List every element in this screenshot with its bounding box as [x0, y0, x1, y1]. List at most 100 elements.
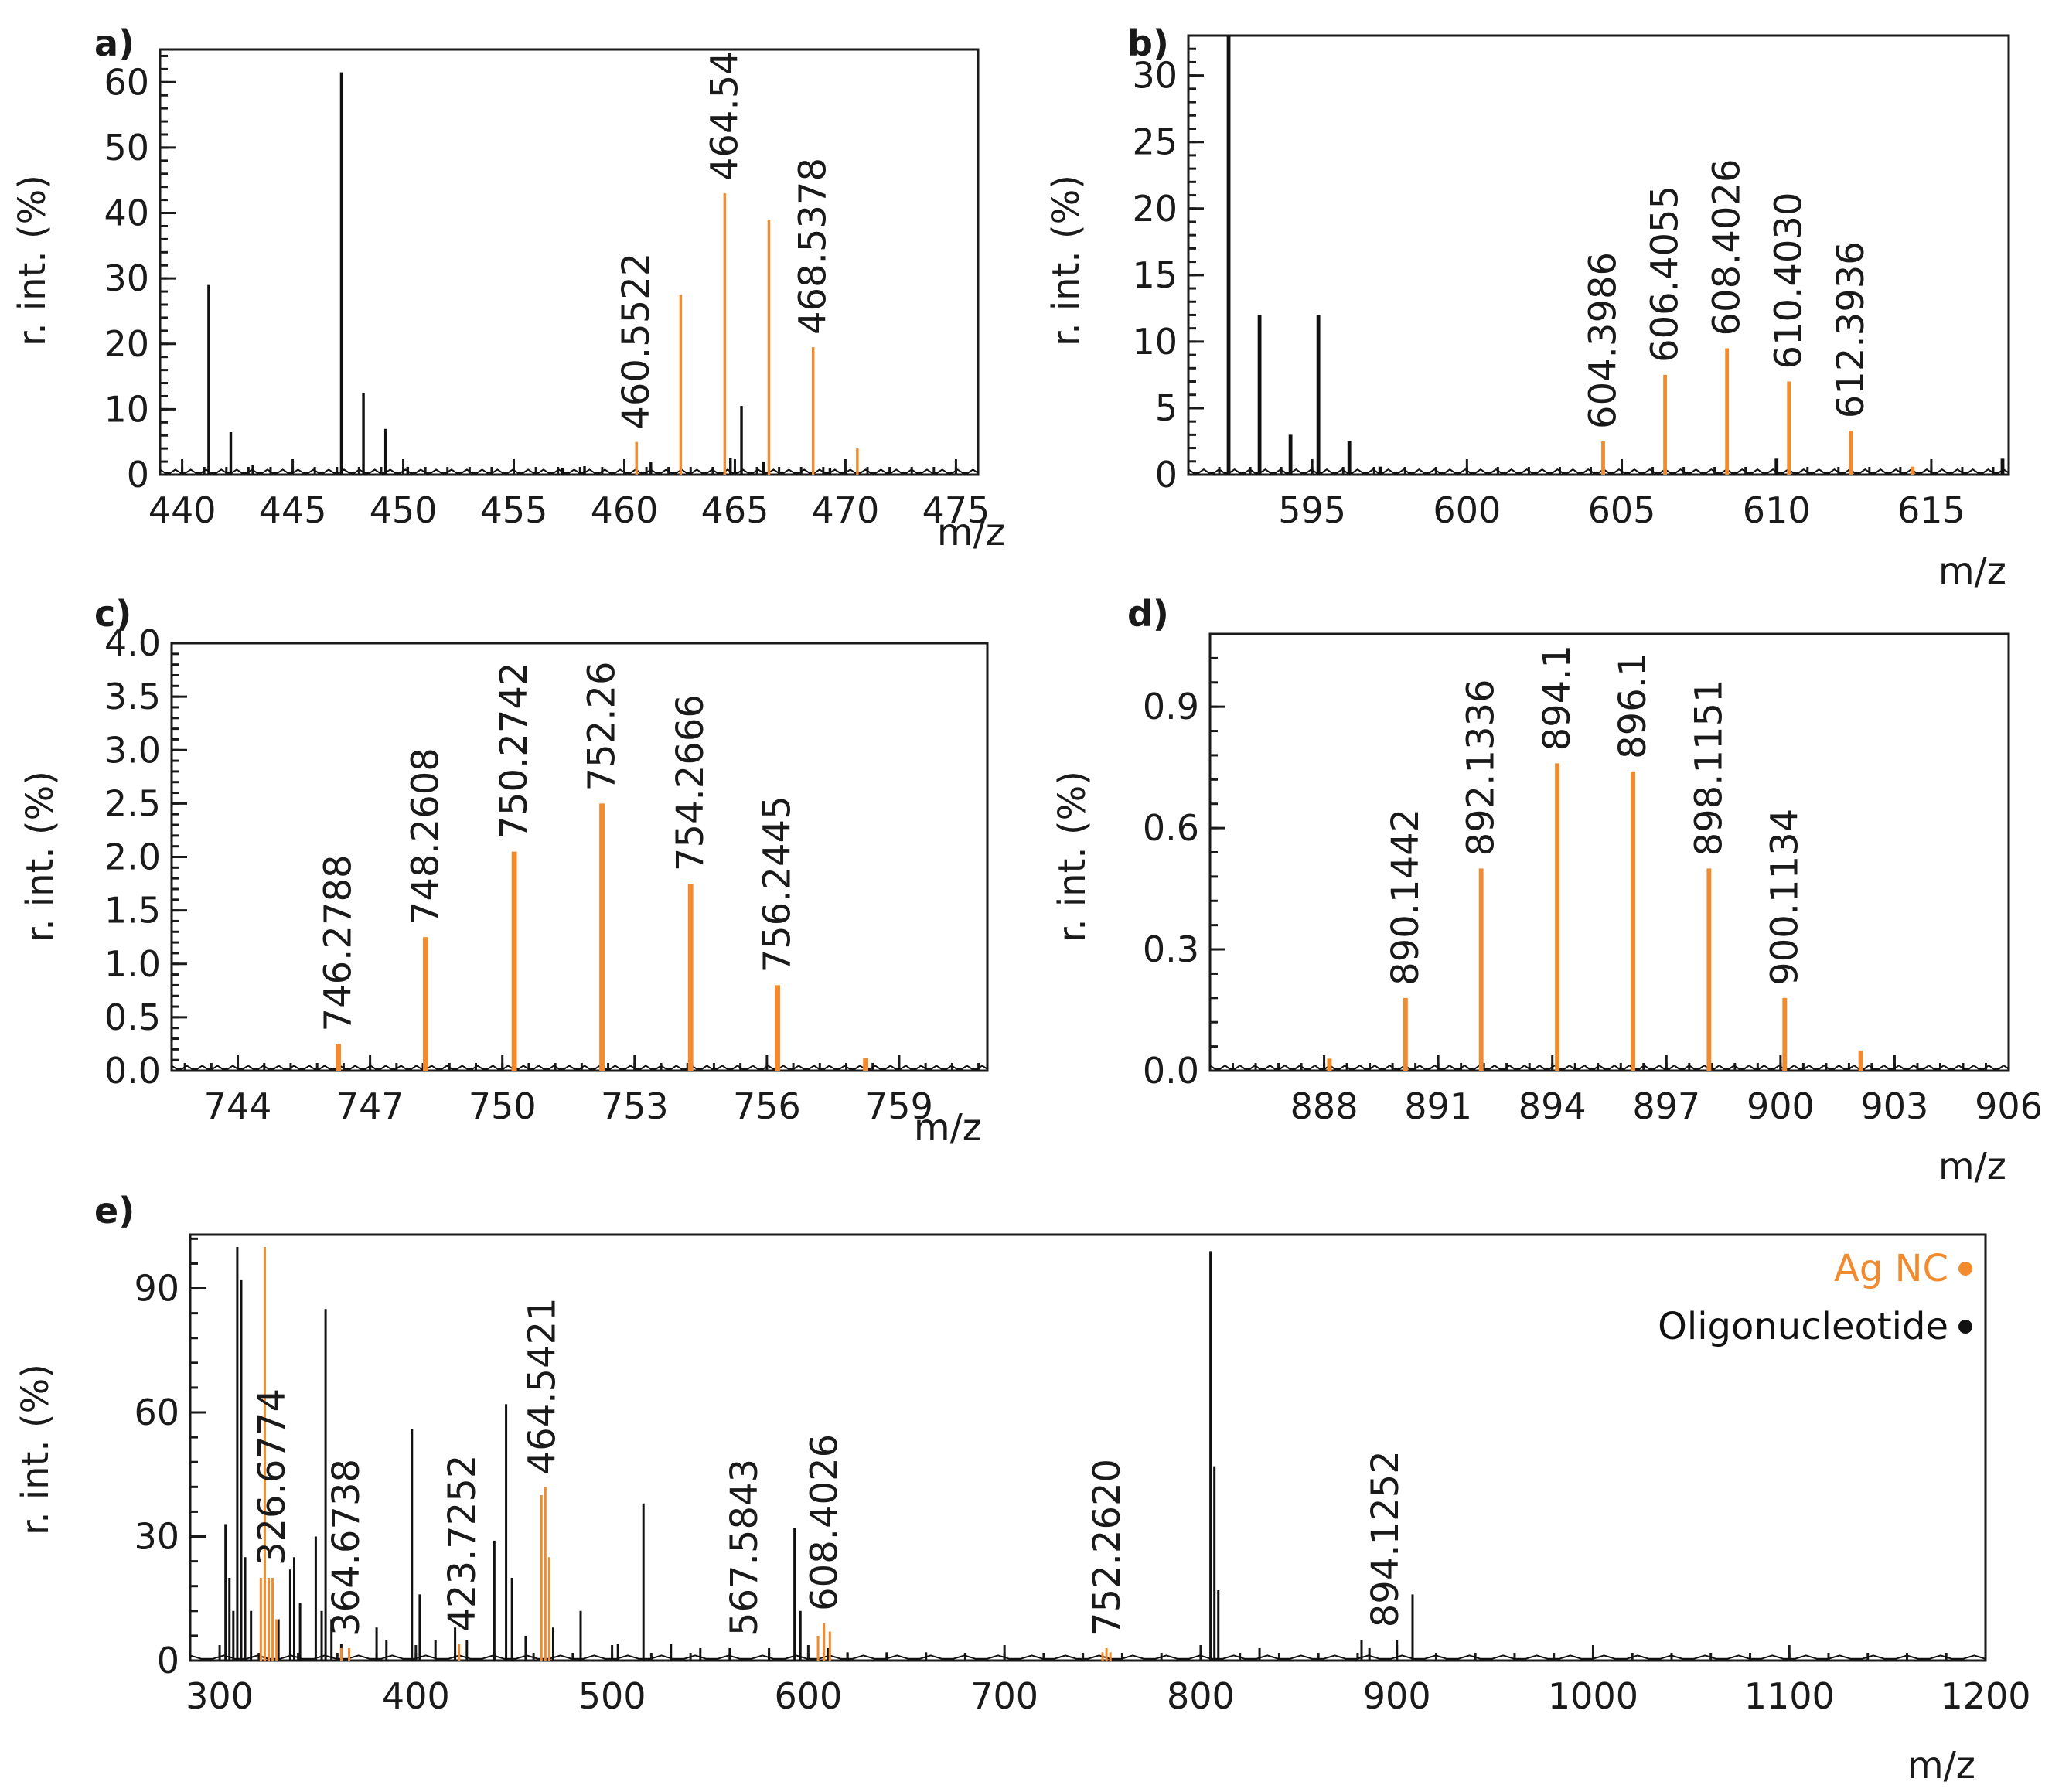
- y-tick-label: 0: [157, 1640, 179, 1681]
- y-tick-label: 1.5: [104, 890, 161, 932]
- x-tick-label: 610: [1743, 489, 1811, 531]
- x-tick-label: 450: [370, 489, 438, 531]
- y-axis-label: r. int. (%): [11, 175, 54, 346]
- x-tick-label: 800: [1167, 1675, 1235, 1717]
- panel-label: c): [94, 593, 131, 635]
- x-tick-label: 600: [774, 1675, 842, 1717]
- x-tick-label: 897: [1632, 1085, 1700, 1127]
- peak-label: 464.54: [703, 51, 746, 181]
- y-axis-label: r. int. (%): [19, 771, 62, 942]
- peak-label: 610.4030: [1767, 192, 1811, 369]
- y-axis-label: r. int. (%): [14, 1364, 57, 1535]
- y-tick-label: 15: [1132, 254, 1178, 296]
- plot-frame: [1187, 34, 2010, 476]
- peak-label: 464.5421: [521, 1297, 564, 1474]
- panel-b: b) r. int. (%) m/z 595 600 605 610 615 0 5 10 15 20 2…: [1045, 22, 2010, 593]
- x-tick-label: 900: [1363, 1675, 1431, 1717]
- x-tick-label: 615: [1897, 489, 1965, 531]
- peak-label: 890.1442: [1384, 809, 1427, 986]
- x-axis-label: m/z: [1907, 1744, 1975, 1787]
- x-axis-label: m/z: [937, 511, 1005, 554]
- panel-label: e): [94, 1190, 135, 1232]
- plot-frame: [1208, 632, 2010, 1072]
- x-tick-label: 894: [1519, 1085, 1587, 1127]
- peak-label: 604.3986: [1582, 252, 1625, 429]
- plot-frame: [170, 642, 989, 1072]
- peak-label: 894.1252: [1364, 1450, 1407, 1627]
- legend-marker: [1958, 1320, 1972, 1334]
- y-tick-label: 30: [104, 257, 149, 299]
- y-axis-label: r. int. (%): [1045, 175, 1088, 346]
- plot-frame: [189, 1233, 1987, 1662]
- y-tick-label: 3.0: [104, 729, 161, 771]
- x-axis-label: m/z: [914, 1106, 982, 1150]
- x-tick-label: 595: [1278, 489, 1346, 531]
- peak-label: 752.26: [581, 661, 624, 791]
- x-tick-label: 900: [1747, 1085, 1815, 1127]
- peak-label: 423.7252: [441, 1455, 484, 1632]
- x-tick-label: 465: [701, 489, 769, 531]
- y-tick-label: 10: [1132, 321, 1178, 363]
- y-tick-label: 40: [104, 192, 149, 234]
- baseline-trace: [1188, 468, 2009, 474]
- peak-label: 326.6774: [251, 1388, 294, 1565]
- peak-label: 746.2788: [317, 854, 360, 1031]
- legend-label: Ag NC: [1834, 1247, 1948, 1290]
- x-tick-label: 906: [1975, 1085, 2043, 1127]
- y-tick-label: 4.0: [104, 622, 161, 664]
- x-tick-label: 460: [591, 489, 659, 531]
- baseline-trace: [171, 1065, 988, 1070]
- panel-d: d) r. int. (%) m/z 888 891 894 897 900 903 906 0.0…: [1051, 593, 2043, 1188]
- y-tick-label: 0.3: [1143, 928, 1199, 970]
- x-tick-label: 759: [865, 1085, 933, 1127]
- y-tick-label: 0.9: [1143, 686, 1199, 727]
- x-tick-label: 455: [480, 489, 548, 531]
- baseline-trace: [159, 468, 979, 474]
- y-tick-label: 25: [1132, 121, 1178, 163]
- x-tick-label: 400: [382, 1675, 450, 1717]
- peak-label: 756.2445: [756, 795, 799, 973]
- y-tick-label: 20: [104, 323, 149, 365]
- y-tick-label: 50: [104, 127, 149, 169]
- x-tick-label: 700: [970, 1675, 1038, 1717]
- y-tick-label: 1.0: [104, 943, 161, 985]
- x-tick-label: 300: [186, 1675, 254, 1717]
- x-tick-label: 1200: [1940, 1675, 2030, 1717]
- x-tick-label: 753: [601, 1085, 669, 1127]
- y-axis-label: r. int. (%): [1051, 771, 1094, 942]
- y-tick-label: 0.6: [1143, 807, 1199, 849]
- y-tick-label: 60: [134, 1392, 179, 1433]
- x-tick-label: 756: [733, 1085, 801, 1127]
- legend-marker: [1958, 1262, 1972, 1276]
- peak-label: 892.1336: [1460, 679, 1503, 856]
- y-tick-label: 10: [104, 388, 149, 430]
- y-tick-label: 60: [104, 61, 149, 103]
- peak-label: 567.5843: [723, 1459, 766, 1636]
- peak-label: 608.4026: [803, 1434, 847, 1611]
- x-tick-label: 475: [922, 489, 990, 531]
- peak-label: 612.3936: [1829, 241, 1873, 418]
- x-tick-label: 445: [259, 489, 327, 531]
- y-tick-label: 0.5: [104, 997, 161, 1038]
- y-tick-label: 30: [1132, 55, 1178, 97]
- plot-frame: [159, 48, 980, 476]
- panel-a: a) r. int. (%) m/z 440 445 450 455 460 465 470 475…: [11, 22, 1005, 554]
- y-tick-label: 2.0: [104, 836, 161, 878]
- y-tick-label: 0: [1155, 454, 1178, 496]
- panel-c: c) r. int. (%) m/z 744 747 750 753 756 759 0.0 0.5…: [19, 593, 989, 1150]
- y-tick-label: 0.0: [1143, 1050, 1199, 1092]
- peak-label: 754.2666: [669, 694, 712, 871]
- y-tick-label: 2.5: [104, 782, 161, 824]
- y-tick-label: 0.0: [104, 1050, 161, 1092]
- peak-label: 896.1: [1611, 652, 1655, 758]
- x-tick-label: 747: [336, 1085, 404, 1127]
- x-tick-label: 600: [1433, 489, 1501, 531]
- peak-label: 748.2608: [404, 748, 447, 925]
- x-axis-label: m/z: [1938, 550, 2006, 593]
- y-tick-label: 0: [127, 454, 149, 496]
- x-tick-label: 903: [1861, 1085, 1929, 1127]
- peak-label: 460.5522: [615, 253, 658, 430]
- baseline-trace: [189, 1654, 1986, 1660]
